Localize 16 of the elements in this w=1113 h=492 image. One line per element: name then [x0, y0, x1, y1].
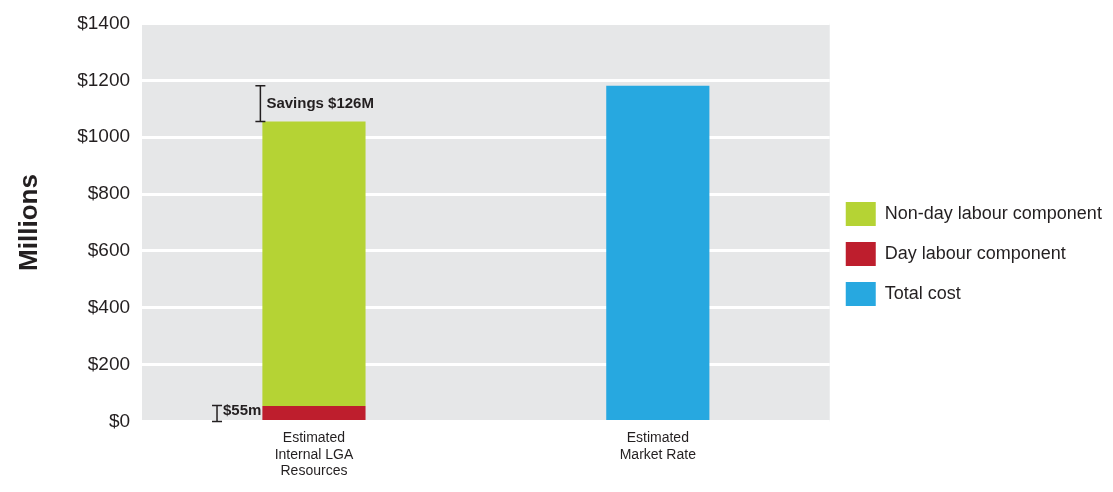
- y-tick-label: $1200: [77, 68, 131, 90]
- x-tick-label: Estimated Internal LGA Resources: [274, 428, 354, 479]
- y-tick-label: $1400: [77, 11, 131, 33]
- annotation: Savings $126M: [266, 93, 374, 111]
- annotation: $55m: [223, 400, 262, 418]
- y-tick-label: $600: [87, 239, 131, 261]
- y-tick-label: $1000: [77, 125, 131, 147]
- y-tick-label: $400: [87, 296, 131, 318]
- y-tick-label: $0: [108, 409, 131, 431]
- legend-label: Day labour component: [884, 242, 1066, 263]
- y-tick-label: $200: [87, 352, 131, 374]
- legend-label: Total cost: [884, 282, 961, 303]
- y-tick-label: $800: [87, 182, 131, 204]
- y-axis-title: Millions: [12, 174, 43, 271]
- x-tick-label: Estimated Market Rate: [619, 428, 697, 462]
- legend-label: Non-day labour component: [884, 202, 1102, 223]
